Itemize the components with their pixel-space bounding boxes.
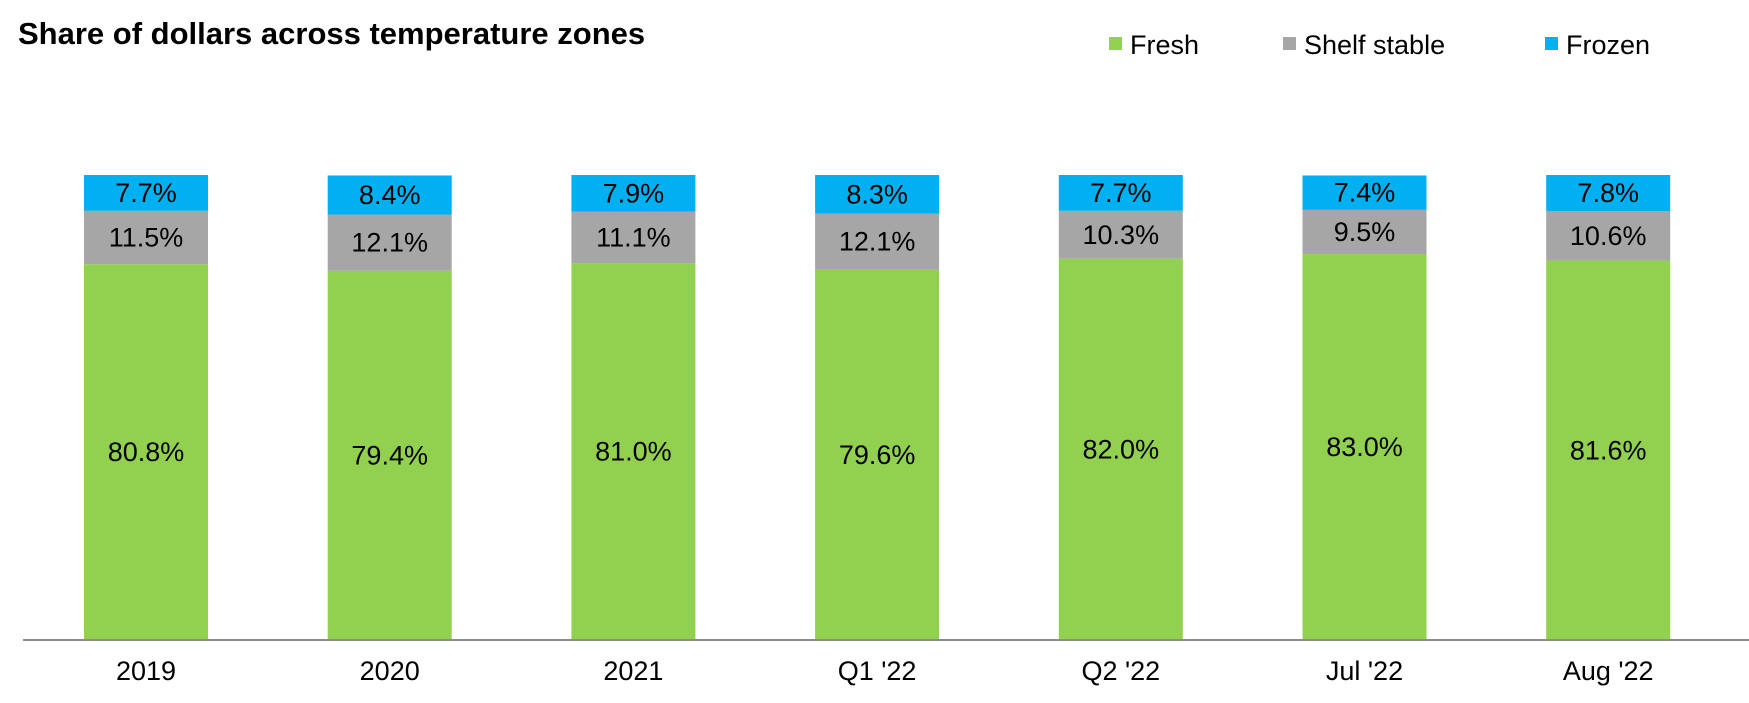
- x-tick-labels-group: 2019 2020 2021 Q1 '22 Q2 '22 Jul '22 Aug '22: [116, 656, 1654, 686]
- data-label-frozen-2021: 7.9%: [603, 178, 665, 208]
- bars-group: [84, 175, 1671, 641]
- data-label-frozen-q2-22: 7.7%: [1090, 178, 1152, 208]
- data-label-fresh-jul-22: 83.0%: [1326, 432, 1403, 462]
- data-label-fresh-aug-22: 81.6%: [1570, 435, 1647, 465]
- bar-shelf-stable-aug-22: [1546, 211, 1671, 261]
- data-label-shelf-stable-2019: 11.5%: [109, 223, 184, 253]
- data-label-fresh-2020: 79.4%: [351, 440, 428, 470]
- data-label-shelf-stable-2020: 12.1%: [351, 228, 428, 258]
- bar-shelf-stable-jul-22: [1302, 209, 1427, 255]
- x-tick-label-q2-22: Q2 '22: [1081, 656, 1160, 686]
- data-label-frozen-jul-22: 7.4%: [1334, 178, 1396, 208]
- bar-fresh-aug-22: [1546, 260, 1671, 640]
- bar-shelf-stable-2021: [571, 211, 696, 264]
- bar-fresh-jul-22: [1302, 254, 1427, 641]
- data-label-shelf-stable-q2-22: 10.3%: [1083, 220, 1160, 250]
- data-label-frozen-q1-22: 8.3%: [846, 179, 908, 209]
- legend-label-frozen: Frozen: [1566, 30, 1650, 60]
- chart-title: Share of dollars across temperature zone…: [18, 16, 645, 51]
- x-tick-label-jul-22: Jul '22: [1326, 656, 1403, 686]
- bar-frozen-jul-22: [1302, 175, 1427, 210]
- bar-frozen-aug-22: [1546, 175, 1671, 212]
- data-label-frozen-2019: 7.7%: [115, 178, 177, 208]
- bar-frozen-2019: [84, 175, 208, 211]
- bar-fresh-2019: [84, 264, 208, 640]
- x-tick-label-2020: 2020: [360, 656, 420, 686]
- data-label-fresh-2021: 81.0%: [595, 437, 672, 467]
- bar-shelf-stable-2019: [84, 210, 208, 265]
- legend-swatch-fresh: [1109, 37, 1122, 50]
- data-label-shelf-stable-q1-22: 12.1%: [839, 227, 916, 257]
- legend-swatch-shelf-stable: [1283, 37, 1296, 50]
- legend-label-fresh: Fresh: [1130, 30, 1199, 60]
- data-label-shelf-stable-2021: 11.1%: [596, 223, 671, 253]
- bar-fresh-q2-22: [1058, 258, 1183, 640]
- legend: Fresh Shelf stable Frozen: [1109, 30, 1650, 60]
- data-label-frozen-2020: 8.4%: [359, 180, 421, 210]
- bar-frozen-q1-22: [815, 175, 940, 214]
- x-tick-label-q1-22: Q1 '22: [838, 656, 917, 686]
- x-tick-label-2021: 2021: [603, 656, 663, 686]
- data-labels-group: 80.8% 11.5% 7.7% 79.4% 12.1% 8.4% 81.0% 11.1% 7.…: [108, 178, 1647, 471]
- legend-swatch-frozen: [1545, 37, 1558, 50]
- data-label-fresh-q1-22: 79.6%: [839, 440, 916, 470]
- data-label-fresh-2019: 80.8%: [108, 437, 185, 467]
- bar-frozen-2020: [327, 175, 452, 215]
- data-label-shelf-stable-jul-22: 9.5%: [1334, 217, 1396, 247]
- bar-frozen-2021: [571, 175, 696, 212]
- bar-fresh-2021: [571, 263, 696, 640]
- bar-fresh-q1-22: [815, 269, 940, 640]
- bar-shelf-stable-2020: [327, 214, 452, 271]
- bar-fresh-2020: [327, 270, 452, 640]
- data-label-frozen-aug-22: 7.8%: [1577, 178, 1639, 208]
- bar-shelf-stable-q1-22: [815, 213, 940, 270]
- data-label-fresh-q2-22: 82.0%: [1083, 434, 1160, 464]
- x-tick-label-aug-22: Aug '22: [1563, 656, 1654, 686]
- data-label-shelf-stable-aug-22: 10.6%: [1570, 221, 1647, 251]
- x-tick-label-2019: 2019: [116, 656, 176, 686]
- bar-shelf-stable-q2-22: [1058, 210, 1183, 259]
- legend-label-shelf-stable: Shelf stable: [1304, 30, 1445, 60]
- bar-frozen-q2-22: [1058, 175, 1183, 211]
